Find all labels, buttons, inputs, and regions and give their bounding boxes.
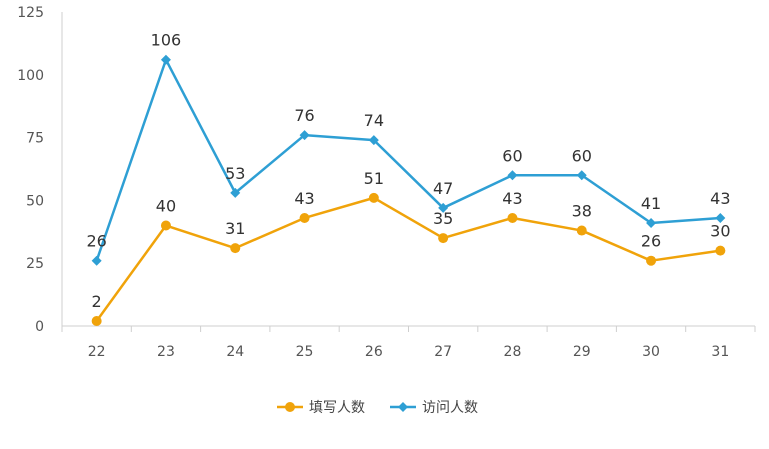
legend-marker	[398, 402, 408, 412]
data-point	[160, 220, 171, 231]
data-label: 60	[572, 146, 592, 165]
data-label: 43	[502, 189, 522, 208]
data-label: 74	[364, 111, 384, 130]
data-point	[230, 187, 241, 198]
data-label: 41	[641, 194, 661, 213]
x-tick-label: 29	[573, 344, 591, 360]
data-point	[438, 202, 449, 213]
legend-marker	[285, 402, 295, 412]
data-point	[438, 233, 449, 244]
legend-item-0: 填写人数	[277, 400, 365, 416]
data-label: 30	[710, 222, 730, 241]
data-point	[507, 212, 518, 223]
data-label: 31	[225, 219, 245, 238]
series-line	[95, 58, 721, 262]
x-tick-label: 23	[157, 344, 175, 360]
y-tick-label: 0	[35, 319, 44, 335]
data-label: 26	[641, 232, 661, 251]
data-point	[230, 243, 241, 254]
data-label: 26	[86, 232, 106, 251]
y-tick-label: 75	[26, 131, 44, 147]
series-1: 26 106 53 76 74 47 60 60 41 43	[86, 31, 731, 266]
data-point	[507, 170, 518, 181]
series-line	[95, 196, 721, 322]
series-0: 2 40 31 43 51 35 43 38 26 30	[92, 169, 731, 326]
data-point	[368, 135, 379, 146]
y-tick-label: 50	[26, 193, 44, 209]
data-point	[576, 170, 587, 181]
data-point	[160, 54, 171, 65]
x-tick-label: 22	[88, 344, 106, 360]
data-point	[715, 245, 726, 256]
data-point	[299, 130, 310, 141]
legend-label: 访问人数	[422, 400, 478, 416]
data-label: 106	[151, 31, 182, 50]
data-point	[91, 315, 102, 326]
legend: 填写人数 访问人数	[277, 400, 478, 416]
data-point	[715, 212, 726, 223]
data-point	[576, 225, 587, 236]
x-tick-label: 28	[504, 344, 522, 360]
data-label: 43	[294, 189, 314, 208]
legend-label: 填写人数	[309, 400, 365, 416]
data-point	[91, 255, 102, 266]
data-label: 60	[502, 146, 522, 165]
x-tick-label: 26	[365, 344, 383, 360]
data-label: 43	[710, 189, 730, 208]
x-tick-label: 25	[296, 344, 314, 360]
data-label: 76	[294, 106, 314, 125]
y-tick-label: 125	[17, 5, 44, 21]
y-axis: 0 25 50 75 100 125	[17, 5, 63, 335]
data-label: 51	[364, 169, 384, 188]
data-label: 53	[225, 164, 245, 183]
data-point	[646, 218, 657, 229]
x-tick-label: 31	[711, 344, 729, 360]
data-point	[646, 255, 657, 266]
y-tick-label: 25	[26, 256, 44, 272]
data-label: 35	[433, 209, 453, 228]
series-layer: 2 40 31 43 51 35 43 38 26 30 26 106 53 76 74 47 60 60 41 43	[86, 31, 731, 326]
x-tick-label: 24	[226, 344, 244, 360]
data-label: 47	[433, 179, 453, 198]
x-axis: 22 23 24 25 26 27 28 29 30 31	[61, 325, 756, 360]
x-tick-label: 27	[434, 344, 452, 360]
data-label: 2	[92, 292, 102, 311]
data-point	[299, 212, 310, 223]
data-point	[368, 192, 379, 203]
legend-item-1: 访问人数	[390, 400, 478, 416]
data-label: 40	[156, 197, 176, 216]
y-tick-label: 100	[17, 68, 44, 84]
data-label: 38	[572, 202, 592, 221]
x-tick-label: 30	[642, 344, 660, 360]
